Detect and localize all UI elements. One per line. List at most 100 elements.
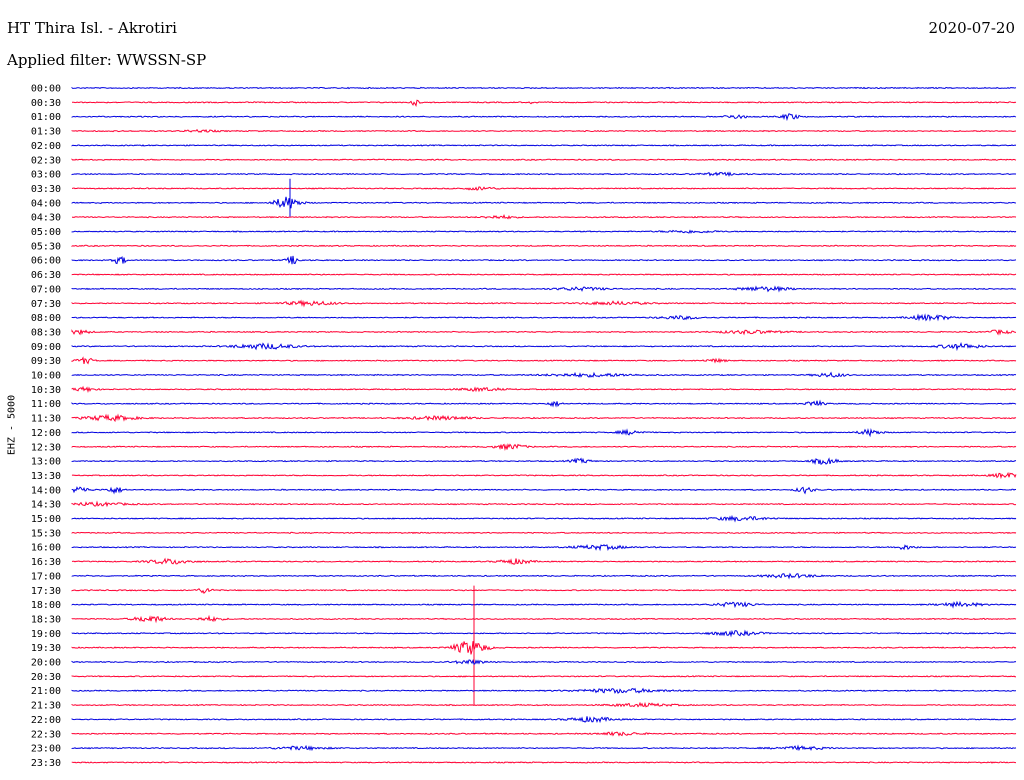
row-time-label: 11:00 bbox=[31, 399, 61, 410]
trace-line-1400 bbox=[71, 486, 1017, 495]
row-time-label: 20:30 bbox=[31, 672, 61, 683]
trace-line-2130 bbox=[71, 701, 1016, 708]
trace-line-0000 bbox=[71, 86, 1017, 90]
trace-line-0330 bbox=[71, 186, 1017, 191]
trace-line-0530 bbox=[71, 244, 1017, 248]
trace-line-0500 bbox=[71, 229, 1017, 234]
trace-line-1330 bbox=[71, 471, 1017, 480]
trace-line-1130 bbox=[71, 413, 1017, 423]
trace-line-1030 bbox=[71, 385, 1017, 393]
trace-line-1830 bbox=[71, 614, 1017, 624]
trace-line-0830 bbox=[71, 329, 1017, 336]
record-date: 2020-07-20 bbox=[928, 19, 1015, 37]
filter-label: Applied filter: WWSSN-SP bbox=[7, 51, 207, 69]
trace-line-1530 bbox=[71, 531, 1017, 535]
row-time-label: 11:30 bbox=[31, 414, 61, 425]
trace-line-0130 bbox=[71, 128, 1017, 133]
row-time-label: 01:00 bbox=[31, 112, 61, 123]
row-time-label: 05:00 bbox=[31, 227, 61, 238]
trace-line-0930 bbox=[71, 356, 1017, 365]
trace-line-1700 bbox=[71, 572, 1017, 580]
row-time-label: 02:00 bbox=[31, 141, 61, 152]
trace-line-0230 bbox=[71, 158, 1017, 161]
row-time-label: 10:00 bbox=[31, 371, 61, 382]
row-time-label: 08:00 bbox=[31, 313, 61, 324]
row-time-label: 17:00 bbox=[31, 571, 61, 582]
row-time-label: 01:30 bbox=[31, 127, 61, 138]
row-time-label: 23:00 bbox=[31, 744, 61, 755]
trace-line-2200 bbox=[71, 716, 1017, 724]
row-time-label: 09:00 bbox=[31, 342, 61, 353]
station-title: HT Thira Isl. - Akrotiri bbox=[7, 19, 177, 37]
trace-line-1630 bbox=[71, 557, 1017, 565]
trace-line-0430 bbox=[71, 214, 1017, 220]
trace-line-2000 bbox=[71, 659, 1017, 665]
trace-line-2230 bbox=[71, 730, 1017, 737]
trace-line-1200 bbox=[71, 428, 1017, 438]
trace-line-0200 bbox=[71, 144, 1017, 147]
trace-line-1100 bbox=[71, 399, 1017, 408]
row-time-label: 06:00 bbox=[31, 256, 61, 267]
trace-line-2330 bbox=[71, 761, 1016, 764]
row-time-label: 19:00 bbox=[31, 629, 61, 640]
row-time-label: 10:30 bbox=[31, 385, 61, 396]
row-time-label: 18:30 bbox=[31, 614, 61, 625]
row-time-label: 02:30 bbox=[31, 155, 61, 166]
row-time-label: 16:30 bbox=[31, 557, 61, 568]
row-time-label: 15:00 bbox=[31, 514, 61, 525]
trace-line-1000 bbox=[71, 371, 1017, 378]
trace-line-1430 bbox=[71, 500, 1017, 508]
trace-line-0700 bbox=[71, 285, 1017, 293]
row-time-label: 04:30 bbox=[31, 213, 61, 224]
row-time-label: 12:30 bbox=[31, 442, 61, 453]
row-time-label: 13:30 bbox=[31, 471, 61, 482]
row-time-label: 05:30 bbox=[31, 241, 61, 252]
trace-line-1230 bbox=[71, 443, 1017, 451]
row-time-label: 12:00 bbox=[31, 428, 61, 439]
row-time-label: 14:30 bbox=[31, 500, 61, 511]
trace-line-1900 bbox=[71, 629, 1017, 638]
trace-line-2030 bbox=[71, 675, 1017, 678]
row-time-label: 14:00 bbox=[31, 485, 61, 496]
row-time-label: 00:30 bbox=[31, 98, 61, 109]
trace-line-1930 bbox=[71, 641, 1017, 655]
row-time-label: 06:30 bbox=[31, 270, 61, 281]
row-time-label: 22:30 bbox=[31, 729, 61, 740]
trace-line-0100 bbox=[71, 113, 1017, 122]
trace-line-1300 bbox=[71, 457, 1017, 465]
row-time-label: 00:00 bbox=[31, 84, 61, 95]
row-time-label: 19:30 bbox=[31, 643, 61, 654]
row-time-label: 22:00 bbox=[31, 715, 61, 726]
trace-line-1730 bbox=[71, 587, 1017, 594]
trace-line-0730 bbox=[71, 299, 1017, 308]
row-time-label: 08:30 bbox=[31, 327, 61, 338]
trace-line-0030 bbox=[72, 99, 1017, 107]
trace-line-1500 bbox=[71, 514, 1017, 523]
trace-line-0900 bbox=[71, 341, 1017, 352]
row-time-label: 15:30 bbox=[31, 528, 61, 539]
row-time-label: 13:00 bbox=[31, 457, 61, 468]
row-time-label: 20:00 bbox=[31, 658, 61, 669]
trace-line-2100 bbox=[71, 687, 1017, 694]
row-time-label: 18:00 bbox=[31, 600, 61, 611]
trace-line-1600 bbox=[71, 544, 1017, 552]
row-time-label: 16:00 bbox=[31, 543, 61, 554]
trace-line-0300 bbox=[71, 171, 1017, 177]
row-time-label: 17:30 bbox=[31, 586, 61, 597]
row-time-label: 23:30 bbox=[31, 758, 61, 769]
trace-line-0630 bbox=[71, 273, 1017, 276]
row-time-label: 07:00 bbox=[31, 284, 61, 295]
trace-line-1800 bbox=[71, 600, 1017, 609]
row-time-label: 03:30 bbox=[31, 184, 61, 195]
row-time-label: 09:30 bbox=[31, 356, 61, 367]
row-time-label: 07:30 bbox=[31, 299, 61, 310]
trace-line-0800 bbox=[71, 313, 1017, 322]
trace-line-0600 bbox=[71, 255, 1017, 265]
row-time-label: 21:00 bbox=[31, 686, 61, 697]
trace-line-2300 bbox=[71, 744, 1017, 752]
trace-line-0400 bbox=[71, 196, 1017, 209]
row-time-label: 21:30 bbox=[31, 701, 61, 712]
row-time-label: 04:00 bbox=[31, 198, 61, 209]
